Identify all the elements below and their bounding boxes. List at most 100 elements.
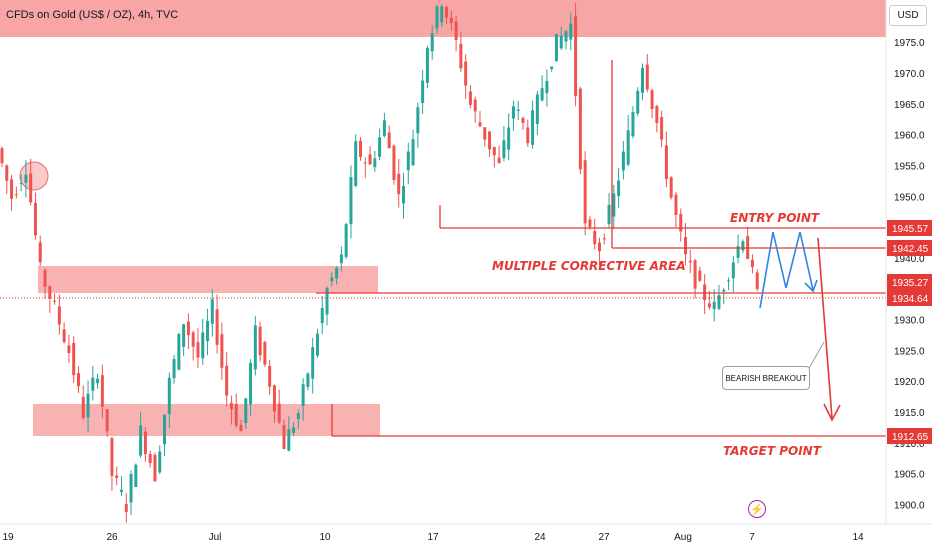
candle-body bbox=[488, 131, 492, 150]
candle-body bbox=[134, 464, 138, 487]
candle-body bbox=[416, 107, 420, 134]
candle-body bbox=[201, 332, 205, 359]
candle-body bbox=[507, 127, 511, 150]
candle-body bbox=[158, 451, 162, 473]
candle-body bbox=[531, 110, 535, 145]
candle-body bbox=[100, 375, 104, 407]
price-tag-bg bbox=[887, 240, 932, 256]
candle-body bbox=[707, 303, 711, 308]
zigzag-projection bbox=[759, 231, 814, 309]
candle-body bbox=[43, 270, 47, 287]
candle-body bbox=[378, 137, 382, 157]
candle-body bbox=[253, 325, 257, 370]
candle-body bbox=[511, 106, 515, 119]
price-tag-text: 1945.57 bbox=[892, 224, 929, 235]
demand-zone bbox=[33, 404, 380, 436]
candle-body bbox=[621, 151, 625, 171]
candle-body bbox=[559, 35, 563, 49]
candle-body bbox=[626, 130, 630, 165]
candle-body bbox=[564, 31, 568, 42]
candle-body bbox=[315, 333, 319, 356]
price-tag-2: 1935.27 bbox=[887, 274, 932, 290]
price-tag-bg bbox=[887, 274, 932, 290]
candle-body bbox=[53, 300, 57, 302]
corrective-area-label: MULTIPLE CORRECTIVE AREA bbox=[492, 259, 686, 273]
candle-body bbox=[258, 326, 262, 356]
candle-body bbox=[105, 409, 109, 432]
bearish-arrowhead bbox=[823, 403, 841, 422]
candle-body bbox=[597, 242, 601, 252]
candles-group bbox=[0, 2, 759, 523]
candle-body bbox=[459, 43, 463, 69]
candle-body bbox=[425, 47, 429, 83]
candle-body bbox=[736, 246, 740, 258]
price-tag-4: 1912.65 bbox=[887, 428, 932, 444]
candle-body bbox=[607, 204, 611, 225]
chart-title: CFDs on Gold (US$ / OZ), 4h, TVC bbox=[6, 9, 179, 21]
candle-body bbox=[110, 438, 114, 476]
candle-body bbox=[48, 286, 52, 299]
candle-body bbox=[382, 120, 386, 137]
price-tick-1900: 1900.0 bbox=[894, 501, 925, 512]
candle-body bbox=[727, 280, 731, 282]
candle-body bbox=[14, 194, 18, 196]
candle-body bbox=[354, 141, 358, 186]
price-tick-1970: 1970.0 bbox=[894, 69, 925, 80]
candle-body bbox=[363, 162, 367, 164]
candle-body bbox=[722, 289, 726, 292]
candle-body bbox=[62, 329, 66, 343]
price-tick-1915: 1915.0 bbox=[894, 408, 925, 419]
candle-body bbox=[129, 474, 133, 503]
candle-body bbox=[554, 33, 558, 62]
candle-body bbox=[535, 94, 539, 124]
time-tick-1: 26 bbox=[106, 532, 118, 543]
time-tick-4: 17 bbox=[427, 532, 439, 543]
candle-body bbox=[19, 183, 23, 185]
candle-body bbox=[483, 127, 487, 140]
candle-body bbox=[497, 157, 501, 163]
candle-body bbox=[464, 61, 468, 86]
time-axis[interactable]: 19 26 Jul 10 17 24 27 Aug 7 14 bbox=[2, 532, 864, 543]
candle-body bbox=[578, 88, 582, 170]
candle-body bbox=[650, 90, 654, 110]
candle-body bbox=[478, 122, 482, 127]
candle-body bbox=[435, 6, 439, 29]
lightning-icon[interactable]: ⚡ bbox=[748, 500, 766, 518]
candle-body bbox=[669, 177, 673, 198]
price-tick-1975: 1975.0 bbox=[894, 38, 925, 49]
candle-body bbox=[674, 194, 678, 215]
candle-body bbox=[583, 160, 587, 224]
candle-body bbox=[454, 21, 458, 40]
price-tag-3: 1934.64 bbox=[887, 290, 932, 306]
candle-body bbox=[206, 320, 210, 342]
price-tick-1910: 1910.0 bbox=[894, 439, 925, 450]
time-tick-6: 27 bbox=[598, 532, 610, 543]
price-tick-1930: 1930.0 bbox=[894, 316, 925, 327]
callout-leader bbox=[807, 341, 825, 371]
time-tick-9: 14 bbox=[852, 532, 864, 543]
candle-body bbox=[703, 284, 707, 300]
candle-body bbox=[91, 377, 95, 391]
zigzag-arrowhead bbox=[804, 279, 818, 293]
candle-body bbox=[502, 140, 506, 158]
currency-button[interactable]: USD bbox=[889, 5, 927, 26]
candle-body bbox=[392, 145, 396, 181]
candle-body bbox=[277, 403, 281, 423]
candle-body bbox=[755, 272, 759, 289]
candle-body bbox=[119, 489, 123, 492]
candle-body bbox=[358, 140, 362, 157]
candle-body bbox=[191, 332, 195, 347]
price-tag-0: 1945.57 bbox=[887, 220, 932, 236]
candle-body bbox=[731, 262, 735, 279]
candle-body bbox=[263, 342, 267, 365]
candle-body bbox=[688, 260, 692, 263]
candle-body bbox=[86, 393, 90, 418]
price-tick-1960: 1960.0 bbox=[894, 131, 925, 142]
candle-body bbox=[210, 299, 214, 324]
candle-body bbox=[430, 33, 434, 52]
price-tick-1905: 1905.0 bbox=[894, 470, 925, 481]
top-highlight-circle bbox=[19, 161, 49, 191]
price-tag-bg bbox=[887, 290, 932, 306]
candle-body bbox=[664, 145, 668, 180]
